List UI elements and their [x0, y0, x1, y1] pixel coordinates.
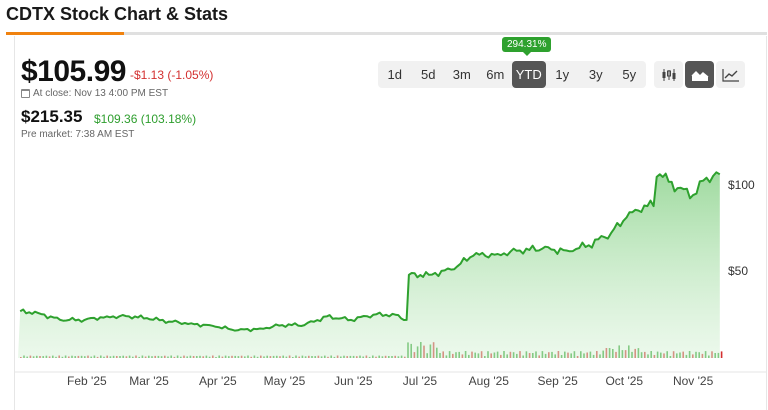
- header-divider: [6, 32, 767, 35]
- line-chart-icon: [721, 68, 739, 82]
- area-chart-icon: [691, 70, 708, 81]
- range-button-ytd[interactable]: YTD: [512, 61, 546, 88]
- x-tick-label: Oct '25: [605, 374, 644, 388]
- x-tick-label: Aug '25: [468, 374, 509, 388]
- range-button-5y[interactable]: 5y: [622, 67, 637, 82]
- candlestick-icon: [662, 68, 675, 81]
- x-tick-label: Jul '25: [402, 374, 438, 388]
- price-area: [18, 172, 720, 358]
- x-tick-label: Nov '25: [672, 374, 714, 388]
- area-chart-button[interactable]: [685, 61, 714, 88]
- x-tick-label: Apr '25: [199, 374, 237, 388]
- price-line: [19, 171, 721, 333]
- volume-bar: [720, 351, 723, 358]
- range-button-1d[interactable]: 1d: [387, 67, 402, 82]
- range-selector: 1d 5d 3m 6m YTD 1y 3y 5y: [378, 61, 646, 88]
- close-time: At close: Nov 13 4:00 PM EST: [21, 88, 168, 99]
- range-button-3m[interactable]: 3m: [452, 67, 471, 82]
- x-axis-labels: Feb '25 Mar '25 Apr '25 May '25 Jun '25 Jul '…: [0, 374, 768, 390]
- premarket-price: $215.35: [21, 107, 83, 126]
- header-accent: [6, 32, 124, 35]
- chart-card: [14, 36, 767, 410]
- premarket-change: $109.36 (103.18%): [94, 112, 197, 126]
- x-tick-label: Mar '25: [129, 374, 169, 388]
- page-title: CDTX Stock Chart & Stats: [6, 4, 229, 24]
- range-button-6m[interactable]: 6m: [486, 67, 505, 82]
- y-tick-label: $100: [728, 177, 755, 192]
- candlestick-chart-button[interactable]: [654, 61, 683, 88]
- range-button-5d[interactable]: 5d: [421, 67, 436, 82]
- price-change: -$1.13 (-1.05%): [130, 68, 214, 82]
- x-tick-label: Feb '25: [67, 374, 107, 388]
- range-button-1y[interactable]: 1y: [555, 67, 570, 82]
- x-tick-label: Jun '25: [334, 374, 373, 388]
- calendar-icon: [21, 89, 30, 98]
- chart-type-selector: [654, 61, 745, 88]
- x-tick-label: May '25: [263, 374, 306, 388]
- last-price: $105.99: [21, 55, 126, 88]
- range-button-3y[interactable]: 3y: [588, 67, 603, 82]
- premarket-time: Pre market: 7:38 AM EST: [21, 129, 135, 140]
- close-time-label: At close: Nov 13 4:00 PM EST: [33, 88, 169, 99]
- line-chart-button[interactable]: [716, 61, 745, 88]
- y-tick-label: $50: [728, 264, 749, 279]
- x-tick-label: Sep '25: [537, 374, 578, 388]
- range-return-badge: 294.31%: [502, 37, 552, 56]
